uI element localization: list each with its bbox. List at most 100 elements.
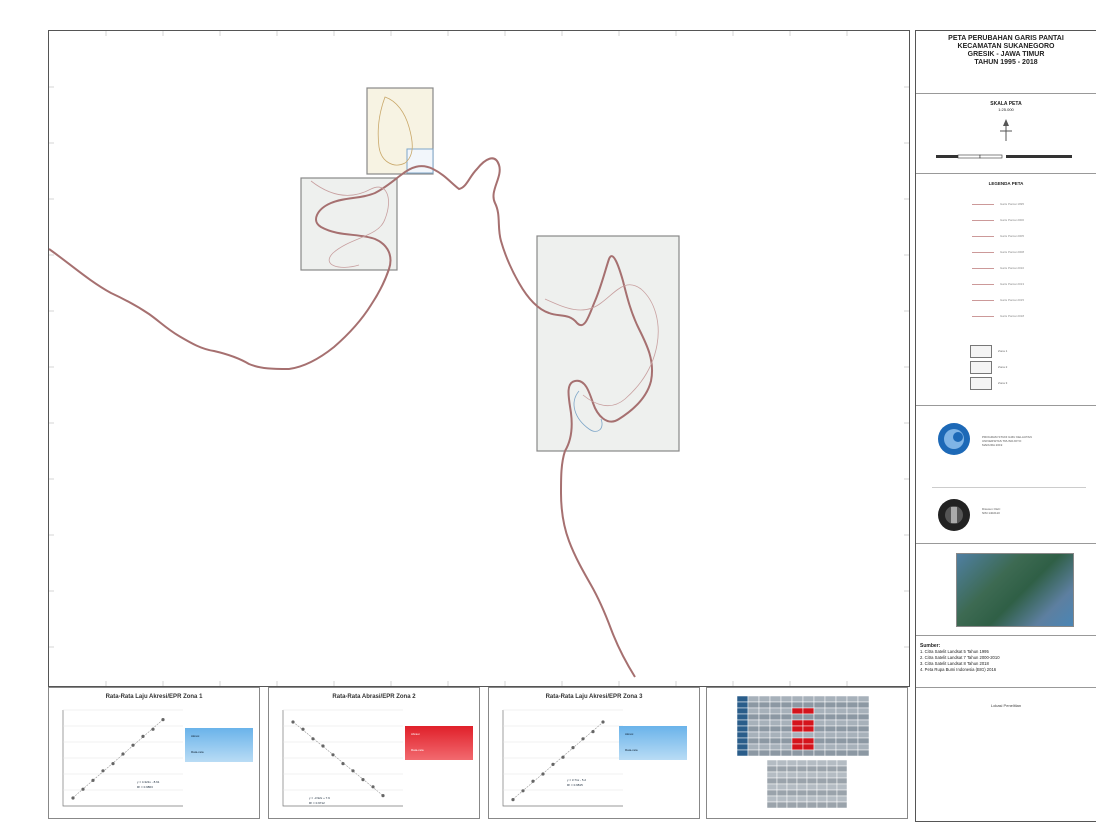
- table-cell: [857, 713, 870, 721]
- table-cell: [769, 701, 782, 709]
- table-cell: [826, 759, 838, 767]
- table-cell: [824, 731, 837, 739]
- table-cell: [826, 801, 838, 809]
- table-cell: [758, 743, 771, 751]
- legend-row: Garis Pantai 2005: [916, 233, 1096, 239]
- data-table-panel: [706, 687, 908, 819]
- table-cell: [846, 749, 859, 757]
- data-point: [511, 798, 515, 802]
- zone-label: Zona 2: [998, 365, 1008, 369]
- table-cell: [791, 719, 804, 727]
- table-cell: [826, 765, 838, 773]
- table-cell: [766, 801, 778, 809]
- fit-label: R² = 0.9815: [567, 783, 583, 787]
- table-cell: [802, 731, 815, 739]
- table-cell: [835, 713, 848, 721]
- table-cell: [758, 695, 771, 703]
- source-item: 2. Citra Satelit Landsat 7 Tahun 2000-20…: [920, 655, 1000, 660]
- fit-label: y = 3.71x - 5.2: [567, 778, 587, 782]
- table-cell: [816, 789, 828, 797]
- data-point: [161, 718, 165, 722]
- table-cell: [806, 765, 818, 773]
- fit-label: R² = 0.9712: [309, 801, 325, 805]
- table-cell: [776, 783, 788, 791]
- table-cell: [835, 707, 848, 715]
- table-cell: [835, 701, 848, 709]
- legend-line-swatch: [972, 236, 994, 237]
- table-cell: [813, 743, 826, 751]
- table-cell: [780, 713, 793, 721]
- source-block: Sumber: 1. Citra Satelit Landsat 5 Tahun…: [916, 637, 1096, 688]
- legend-row: Garis Pantai 2008: [916, 249, 1096, 255]
- table-cell: [857, 701, 870, 709]
- table-cell: [766, 771, 778, 779]
- table-cell: [813, 725, 826, 733]
- table-cell: [824, 725, 837, 733]
- table-cell: [747, 719, 760, 727]
- table-cell: [776, 759, 788, 767]
- table-cell: [776, 801, 788, 809]
- legend-label: Garis Pantai 1995: [1000, 202, 1025, 206]
- data-point: [71, 796, 75, 800]
- data-table-graphic: [736, 695, 870, 809]
- data-point: [291, 720, 295, 724]
- table-cell: [835, 743, 848, 751]
- table-cell: [816, 765, 828, 773]
- legend-text: Rata-rata: [191, 750, 204, 754]
- data-point: [321, 744, 325, 748]
- table-cell: [791, 713, 804, 721]
- data-point: [371, 785, 375, 789]
- fit-label: R² = 0.9863: [137, 785, 153, 789]
- legend-row: Garis Pantai 2010: [916, 265, 1096, 271]
- table-cell: [857, 731, 870, 739]
- data-point: [301, 727, 305, 731]
- table-cell: [736, 743, 749, 751]
- legend-label: Garis Pantai 2018: [1000, 314, 1025, 318]
- table-cell: [816, 759, 828, 767]
- legend-line-swatch: [972, 284, 994, 285]
- author-text: Disusun Oleh:: [982, 507, 1001, 511]
- table-cell: [835, 719, 848, 727]
- table-cell: [769, 743, 782, 751]
- trend-line: [72, 719, 164, 798]
- map-title-line: KECAMATAN SUKANEGORO: [957, 43, 1055, 50]
- location-inset-map: [956, 553, 1074, 627]
- legend-label: Garis Pantai 2013: [1000, 282, 1025, 286]
- table-cell: [846, 713, 859, 721]
- table-cell: [758, 719, 771, 727]
- legend-row: Garis Pantai 1995: [916, 201, 1096, 207]
- scale-block: SKALA PETA 1:25.000: [916, 95, 1096, 174]
- table-cell: [776, 795, 788, 803]
- table-cell: [813, 695, 826, 703]
- table-cell: [786, 801, 798, 809]
- table-cell: [816, 771, 828, 779]
- table-cell: [747, 749, 760, 757]
- legend-title: LEGENDA PETA: [988, 181, 1024, 186]
- data-point: [121, 752, 125, 756]
- table-cell: [835, 725, 848, 733]
- chart-title: Rata-Rata Laju Akresi/EPR Zona 3: [545, 694, 643, 700]
- table-cell: [857, 725, 870, 733]
- table-cell: [747, 743, 760, 751]
- zone-3-box: [536, 235, 680, 452]
- table-cell: [816, 795, 828, 803]
- table-cell: [766, 795, 778, 803]
- table-cell: [836, 771, 848, 779]
- data-point: [601, 720, 605, 724]
- data-point: [111, 762, 115, 766]
- legend-label: Garis Pantai 2008: [1000, 250, 1025, 254]
- legend-label: Garis Pantai 2010: [1000, 266, 1025, 270]
- legend-text: Akresi: [625, 732, 634, 736]
- table-cell: [791, 749, 804, 757]
- chart-panel-zona-3: Rata-Rata Laju Akresi/EPR Zona 3 Akresi …: [488, 687, 700, 819]
- table-cell: [786, 783, 798, 791]
- table-cell: [780, 701, 793, 709]
- table-cell: [747, 737, 760, 745]
- table-cell: [791, 737, 804, 745]
- table-cell: [780, 749, 793, 757]
- fit-label: y = 4.321x - 8.61: [137, 780, 160, 784]
- data-point: [591, 730, 595, 734]
- table-cell: [836, 789, 848, 797]
- table-cell: [813, 707, 826, 715]
- source-item: 3. Citra Satelit Landsat 8 Tahun 2018: [920, 661, 989, 666]
